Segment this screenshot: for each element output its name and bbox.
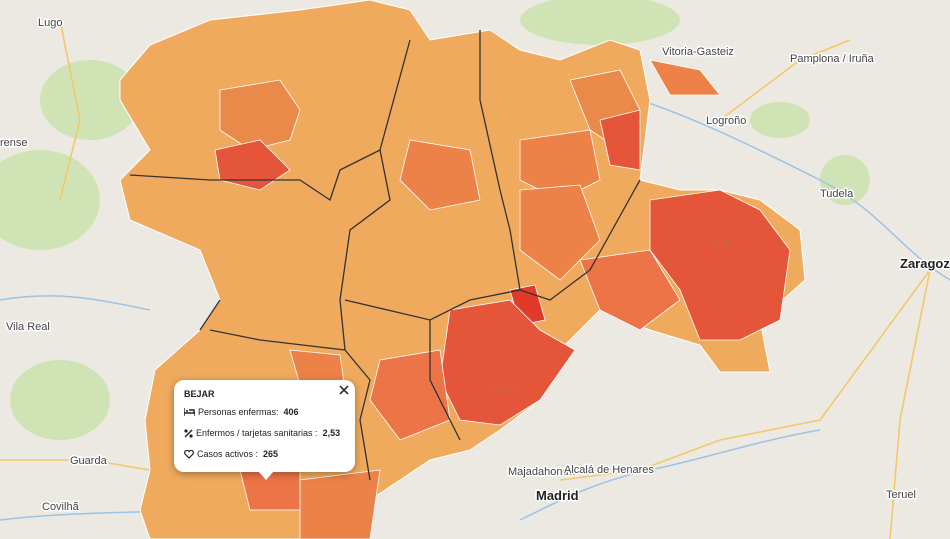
heart-icon [184, 449, 194, 459]
place-label: Covilhã [42, 501, 80, 513]
popup-row: Personas enfermas: 406 [184, 407, 299, 417]
place-label: Vitoria-Gasteiz [662, 46, 734, 58]
place-label: Madrid [536, 488, 579, 503]
place-label: Vila Real [6, 321, 50, 333]
place-label: Teruel [886, 489, 916, 501]
municipalities [214, 59, 791, 539]
place-label: Tudela [820, 188, 854, 200]
place-label: Lugo [38, 17, 62, 29]
roads [0, 19, 931, 539]
parks [0, 0, 870, 440]
row-value: 265 [263, 449, 279, 459]
place-label: Guarda [70, 455, 108, 467]
popup-title: BEJAR [184, 389, 215, 399]
percent-icon [184, 428, 193, 438]
place-label: Zaragoza [900, 256, 950, 271]
close-button[interactable] [339, 385, 349, 395]
province-borders [129, 30, 641, 481]
row-value: 406 [283, 407, 299, 417]
bed-icon [184, 408, 195, 416]
place-label: Pamplona / Iruña [790, 53, 875, 65]
place-label: Segovia [484, 384, 521, 395]
row-label: Casos activos : [197, 449, 259, 459]
place-label: Logroño [706, 115, 746, 127]
row-label: Enfermos / tarjetas sanitarias : [196, 428, 318, 438]
popup-row: Casos activos : 265 [184, 449, 278, 459]
place-label: rense [0, 137, 28, 149]
popup: BEJAR Personas enfermas: 406 Enfermos / t… [174, 380, 355, 480]
place-label: Alcalá de Henares [564, 464, 654, 476]
place-label: Soria [708, 237, 732, 248]
popup-tail [258, 471, 274, 480]
place-label: Majadahonda [508, 466, 576, 478]
popup-row: Enfermos / tarjetas sanitarias : 2,53 [184, 428, 340, 438]
row-label: Personas enfermas: [198, 407, 279, 417]
row-value: 2,53 [322, 428, 341, 438]
